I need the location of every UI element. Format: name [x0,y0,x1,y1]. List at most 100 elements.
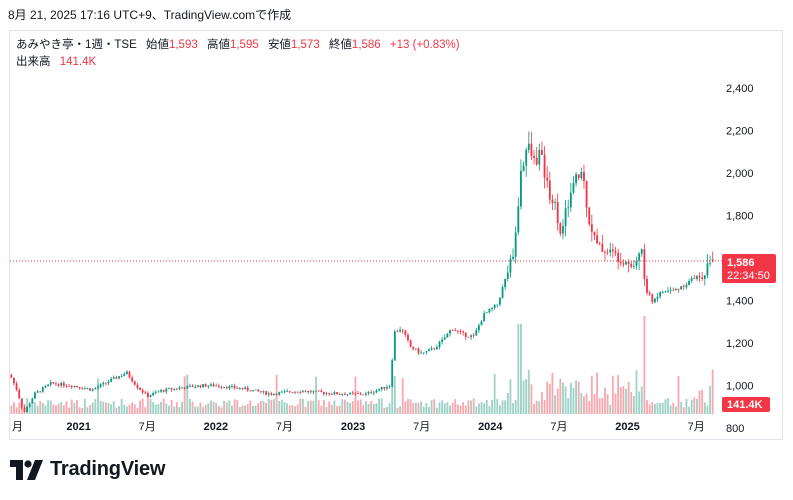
volume-bar [401,378,404,414]
volume-bar [370,400,373,414]
low-label: 安値 [267,39,291,51]
volume-badge-label: 141.4K [727,399,763,411]
candle [252,390,254,392]
volume-bar [622,386,625,414]
candle [160,388,162,393]
volume-bar [238,407,241,414]
candle [562,219,564,240]
volume-bar [446,402,449,414]
candle [118,376,120,380]
volume-bar [480,402,483,414]
chart-frame[interactable] [9,30,783,440]
candle [144,390,147,394]
volume-bar [189,398,191,414]
volume-bar [698,390,701,414]
x-tick-label: 7月 [413,421,430,433]
y-tick-label: 1,400 [726,296,754,308]
candle [677,288,680,293]
candle [703,275,706,286]
candle [47,384,50,387]
tradingview-logo[interactable]: TradingView [10,458,165,481]
candle [480,319,483,326]
candle [102,381,105,387]
candle [443,334,446,340]
volume-bar [81,407,84,414]
candle [399,326,402,333]
volume-bar [588,401,591,414]
volume-bar [215,403,218,414]
candle [475,327,478,337]
volume-bar [10,405,13,414]
candle [674,287,677,291]
volume-bar [365,401,367,414]
volume-bar [28,406,31,414]
candle [407,332,409,343]
volume-bar [498,405,501,414]
candle [682,284,685,290]
volume-bar [259,400,262,414]
high-value: 1,595 [229,39,259,51]
volume-bar [291,405,294,414]
y-tick-label: 2,000 [726,168,754,180]
volume-bar [438,402,441,414]
volume-bar [57,403,60,414]
volume-bar [283,402,286,414]
volume-bar [386,407,388,414]
candle [351,390,354,396]
candle [569,182,572,212]
candle [18,388,21,399]
candle [125,370,128,375]
volume-bar [706,405,709,414]
volume-bar [685,398,688,414]
candle [83,386,86,390]
candle [97,384,99,390]
volume-bar [375,403,378,414]
volume-bar [604,387,606,414]
volume-bar [656,402,659,414]
volume-bar [212,401,215,414]
volume-bar [522,380,525,414]
candle [535,147,538,167]
volume-badge: 141.4K [722,397,770,412]
volume-bar [170,399,173,414]
volume-bar [165,403,168,414]
volume-legend: 出来高 141.4K [16,53,96,69]
volume-bar [309,400,312,414]
candle [336,391,338,395]
close-value: 1,586 [351,39,381,51]
candle [139,386,141,391]
candles [10,131,714,413]
countdown-label: 22:34:50 [727,270,770,282]
volume-bar [336,406,338,414]
candle [241,387,244,391]
tradingview-logo-text: TradingView [50,458,166,480]
volume-bar [475,406,478,414]
candle [91,388,94,392]
candle [430,345,433,351]
candle [196,385,199,388]
candle [62,380,65,389]
volume-bar [456,404,459,414]
candle [115,375,118,380]
volume-bar [160,401,162,414]
candle [520,159,522,210]
candle [165,387,168,394]
volume-bar [504,400,507,414]
candle [409,339,412,348]
volume-bar [252,406,254,414]
volume-bar [118,406,120,414]
candle [217,383,220,389]
candle [459,329,462,335]
volume-bar [441,400,444,414]
volume-bar [580,392,583,414]
volume-bar [254,405,257,414]
y-tick-label: 2,400 [726,83,754,95]
candle [41,386,44,393]
volume-bar [501,400,504,414]
candle [86,387,89,390]
volume-bar [86,407,89,414]
candle [577,174,580,181]
candle [291,391,294,393]
candle [107,379,110,385]
